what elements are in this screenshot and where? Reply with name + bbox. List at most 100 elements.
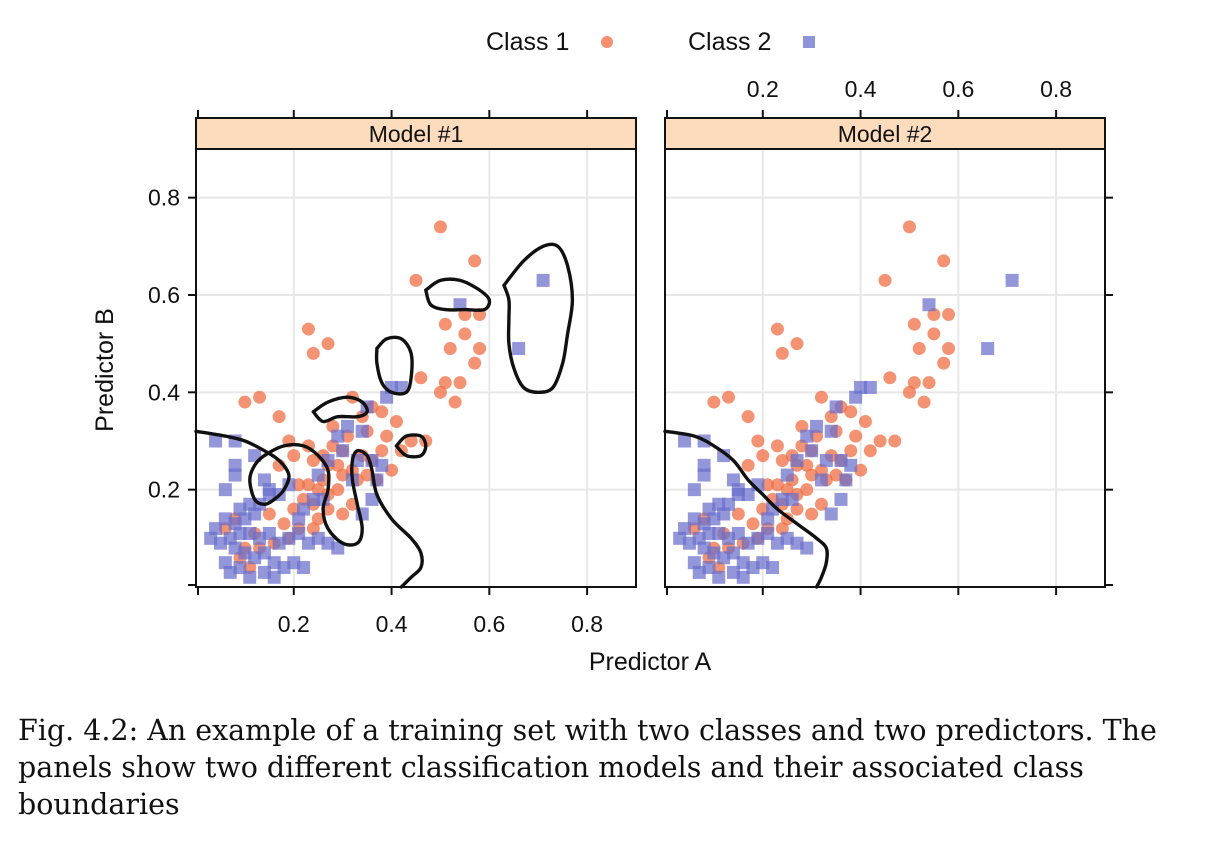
point-class-2-43	[770, 536, 784, 550]
point-class-1-68	[849, 429, 863, 443]
point-class-1-27	[873, 434, 887, 448]
point-class-2-50	[257, 546, 271, 560]
point-class-2-53	[756, 556, 770, 570]
point-class-1-75	[287, 449, 301, 463]
legend-label-class-2: Class 2	[688, 28, 771, 56]
point-class-2-42	[761, 526, 775, 540]
point-class-2-34	[682, 536, 696, 550]
point-class-2-29	[707, 512, 721, 526]
point-class-1-12	[775, 346, 789, 360]
point-class-1-35	[800, 458, 814, 472]
point-class-1-45	[770, 478, 784, 492]
point-class-2-13	[844, 458, 858, 472]
point-class-1-6	[927, 327, 941, 341]
point-class-2-42	[292, 526, 306, 540]
point-class-2-6	[829, 400, 843, 414]
point-class-1-18	[707, 395, 721, 409]
point-class-1-51	[805, 507, 819, 521]
point-class-1-4	[942, 307, 956, 321]
class-boundary-4	[394, 433, 428, 459]
point-class-2-43	[301, 536, 315, 550]
point-class-2-64	[228, 468, 242, 482]
point-class-2-51	[736, 556, 750, 570]
point-class-2-28	[248, 507, 262, 521]
class-boundary-1	[194, 429, 424, 589]
point-class-1-72	[844, 444, 858, 458]
point-class-1-76	[741, 458, 755, 472]
point-class-1-74	[770, 439, 784, 453]
point-class-1-19	[253, 390, 267, 404]
point-class-2-36	[233, 526, 247, 540]
point-class-2-68	[218, 483, 232, 497]
point-class-1-17	[917, 395, 931, 409]
point-class-1-12	[306, 346, 320, 360]
point-class-1-11	[321, 337, 335, 351]
point-class-1-8	[942, 342, 956, 356]
point-class-1-15	[922, 376, 936, 390]
point-class-2-1	[922, 298, 936, 312]
point-class-2-45	[790, 536, 804, 550]
panel-1-grid	[196, 149, 636, 587]
point-class-2-69	[311, 468, 325, 482]
point-class-2-8	[810, 419, 824, 433]
point-class-2-60	[736, 570, 750, 584]
point-class-2-13	[375, 458, 389, 472]
point-class-1-14	[438, 376, 452, 390]
point-class-1-28	[888, 434, 902, 448]
point-class-1-17	[448, 395, 462, 409]
point-class-1-33	[775, 453, 789, 467]
y-tick-label: 0.8	[148, 185, 180, 211]
point-class-2-7	[355, 424, 369, 438]
point-class-1-58	[731, 507, 745, 521]
point-class-1-39	[360, 468, 374, 482]
point-class-2-16	[365, 492, 379, 506]
point-class-2-38	[722, 531, 736, 545]
point-class-1-52	[814, 497, 828, 511]
point-class-1-21	[814, 390, 828, 404]
point-class-2-70	[790, 453, 804, 467]
legend-marker-class-2	[803, 36, 815, 48]
point-class-2-4	[394, 380, 408, 394]
point-class-1-20	[272, 410, 286, 424]
point-class-1-9	[468, 356, 482, 370]
point-class-2-56	[223, 565, 237, 579]
point-class-2-0	[536, 273, 550, 287]
point-class-2-52	[746, 561, 760, 575]
point-class-1-39	[829, 468, 843, 482]
point-class-1-16	[902, 385, 916, 399]
point-class-2-46	[331, 541, 345, 555]
class-boundary-3	[374, 335, 414, 396]
panel-2-points	[673, 220, 1019, 584]
panel-2-frame	[664, 148, 1106, 588]
point-class-1-18	[238, 395, 252, 409]
panel-2-title: Model #2	[838, 121, 933, 147]
point-class-1-15	[453, 376, 467, 390]
point-class-1-51	[336, 507, 350, 521]
point-class-1-7	[912, 342, 926, 356]
point-class-2-38	[253, 531, 267, 545]
panel-1-ticks: 0.2 0.2 0.4 0.4 0.6 0.6 0.8 0.8	[148, 110, 603, 637]
point-class-2-14	[814, 473, 828, 487]
point-class-2-48	[238, 546, 252, 560]
point-class-2-16	[834, 492, 848, 506]
point-class-2-7	[824, 424, 838, 438]
x-tick-label-top: 0.8	[1040, 76, 1072, 102]
point-class-1-6	[458, 327, 472, 341]
class-boundary-5	[424, 277, 492, 313]
panel-1-strip	[195, 117, 637, 150]
point-class-1-5	[438, 317, 452, 331]
point-class-2-41	[282, 531, 296, 545]
point-class-2-58	[243, 570, 257, 584]
point-class-2-60	[267, 570, 281, 584]
point-class-2-67	[731, 483, 745, 497]
legend: Class 1 Class 2	[486, 28, 815, 56]
point-class-2-49	[717, 551, 731, 565]
y-tick-label: 0.4	[148, 379, 180, 405]
point-class-1-10	[770, 322, 784, 336]
point-class-2-51	[267, 556, 281, 570]
point-class-1-44	[800, 483, 814, 497]
class-boundary-6	[502, 242, 575, 394]
point-class-1-16	[433, 385, 447, 399]
x-tick-label: 0.6	[473, 611, 505, 637]
point-class-2-10	[805, 444, 819, 458]
